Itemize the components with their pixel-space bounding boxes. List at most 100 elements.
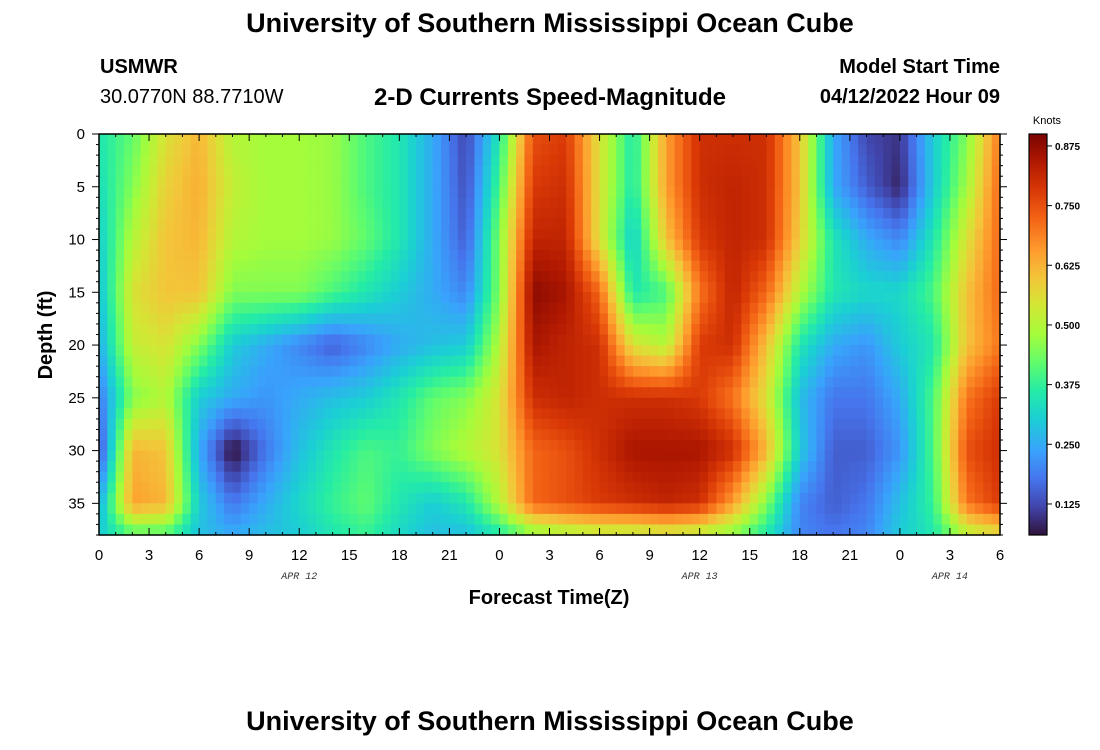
heatmap-cell xyxy=(699,302,709,314)
heatmap-cell xyxy=(674,503,684,515)
heatmap-cell xyxy=(724,450,734,462)
heatmap-cell xyxy=(766,461,776,473)
heatmap-cell xyxy=(307,207,317,220)
heatmap-cell xyxy=(766,134,776,146)
heatmap-cell xyxy=(924,313,934,325)
heatmap-cell xyxy=(207,334,217,346)
heatmap-cell xyxy=(541,313,551,325)
heatmap-cell xyxy=(407,376,417,388)
heatmap-cell xyxy=(899,355,909,367)
heatmap-cell xyxy=(532,144,542,156)
heatmap-cell xyxy=(466,260,476,272)
heatmap-cell xyxy=(599,281,609,293)
heatmap-cell xyxy=(824,281,834,293)
heatmap-cell xyxy=(149,228,158,241)
heatmap-cell xyxy=(149,513,158,526)
station-coordinates: 30.0770N 88.7710W xyxy=(100,86,284,108)
heatmap-cell xyxy=(282,228,292,241)
heatmap-cell xyxy=(416,471,425,483)
heatmap-cell xyxy=(899,503,909,515)
heatmap-cell xyxy=(591,345,601,357)
heatmap-cell xyxy=(916,218,926,230)
heatmap-cell xyxy=(924,134,934,146)
heatmap-cell xyxy=(649,186,659,198)
heatmap-cell xyxy=(115,440,125,452)
heatmap-cell xyxy=(774,281,784,293)
heatmap-cell xyxy=(182,302,192,314)
heatmap-cell xyxy=(991,397,1001,409)
heatmap-cell xyxy=(708,418,717,431)
heatmap-cell xyxy=(657,165,667,177)
heatmap-cell xyxy=(924,471,934,483)
heatmap-cell xyxy=(149,207,158,220)
heatmap-cell xyxy=(549,186,559,198)
heatmap-cell xyxy=(783,228,793,241)
heatmap-cell xyxy=(491,345,501,357)
heatmap-cell xyxy=(449,513,459,526)
heatmap-cell xyxy=(933,429,943,441)
heatmap-cell xyxy=(641,239,651,251)
heatmap-cell xyxy=(282,429,292,441)
heatmap-cell xyxy=(791,440,801,452)
heatmap-cell xyxy=(449,461,459,473)
heatmap-cell xyxy=(382,165,392,177)
heatmap-cell xyxy=(449,228,459,241)
heatmap-cell xyxy=(933,440,943,452)
heatmap-cell xyxy=(866,387,876,399)
heatmap-cell xyxy=(499,260,509,272)
heatmap-cell xyxy=(382,387,392,399)
heatmap-cell xyxy=(307,186,317,198)
heatmap-cell xyxy=(407,471,417,483)
heatmap-cell xyxy=(441,492,450,504)
heatmap-cell xyxy=(132,524,142,536)
heatmap-cell xyxy=(324,165,334,177)
heatmap-cell xyxy=(574,207,584,220)
footer-title: University of Southern Mississippi Ocean… xyxy=(246,706,854,736)
heatmap-cell xyxy=(165,461,175,473)
heatmap-cell xyxy=(382,313,392,325)
heatmap-cell xyxy=(332,250,342,262)
heatmap-cell xyxy=(207,144,217,156)
heatmap-cell xyxy=(232,345,242,357)
heatmap-cell xyxy=(165,366,175,378)
heatmap-cell xyxy=(532,440,542,452)
heatmap-cell xyxy=(741,165,751,177)
heatmap-cell xyxy=(257,408,267,420)
heatmap-cell xyxy=(474,482,484,494)
heatmap-cell xyxy=(99,302,108,314)
heatmap-cell xyxy=(916,250,926,262)
heatmap-cell xyxy=(841,323,851,336)
heatmap-cell xyxy=(924,345,934,357)
heatmap-cell xyxy=(557,144,567,156)
heatmap-cell xyxy=(899,228,909,241)
heatmap-cell xyxy=(883,376,893,388)
heatmap-cell xyxy=(99,250,108,262)
heatmap-cell xyxy=(432,239,442,251)
heatmap-cell xyxy=(249,334,259,346)
heatmap-cell xyxy=(99,450,108,462)
heatmap-cell xyxy=(332,228,342,241)
heatmap-cell xyxy=(474,134,484,146)
heatmap-cell xyxy=(240,345,250,357)
heatmap-cell xyxy=(649,239,659,251)
heatmap-cell xyxy=(432,176,442,188)
heatmap-cell xyxy=(365,334,375,346)
heatmap-cell xyxy=(908,334,918,346)
heatmap-cell xyxy=(257,207,267,220)
heatmap-cell xyxy=(874,186,884,198)
heatmap-cell xyxy=(566,197,576,209)
heatmap-cell xyxy=(507,134,517,146)
heatmap-cell xyxy=(682,418,692,431)
heatmap-cell xyxy=(416,461,425,473)
heatmap-cell xyxy=(207,376,217,388)
heatmap-cell xyxy=(774,165,784,177)
heatmap-cell xyxy=(349,513,359,526)
heatmap-cell xyxy=(474,218,484,230)
heatmap-cell xyxy=(682,482,692,494)
heatmap-cell xyxy=(949,376,959,388)
heatmap-cell xyxy=(958,155,968,167)
heatmap-cell xyxy=(474,313,484,325)
heatmap-cell xyxy=(983,197,993,209)
heatmap-cell xyxy=(274,323,284,336)
heatmap-cell xyxy=(416,397,425,409)
